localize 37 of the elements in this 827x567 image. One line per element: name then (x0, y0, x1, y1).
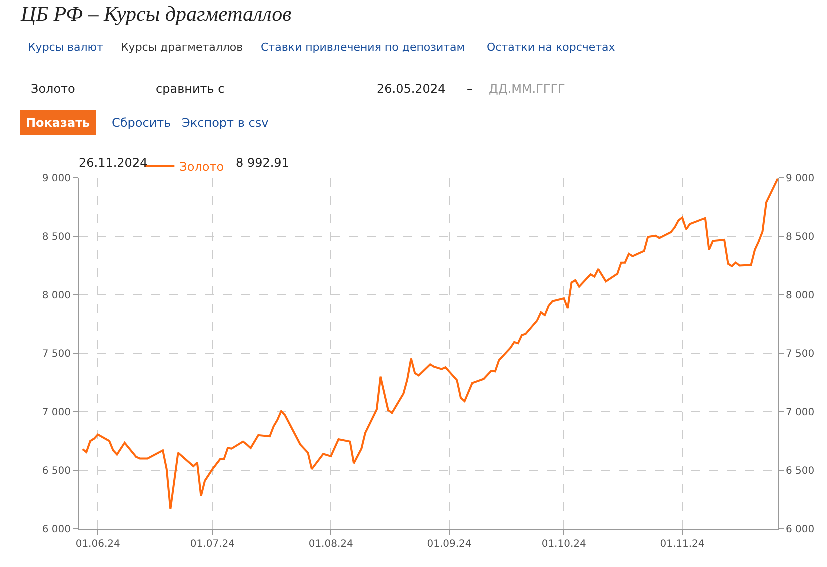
text: ДД.ММ.ГГГГ (489, 82, 566, 96)
y-tick-label: 9 000 (42, 174, 71, 184)
text: Показать (26, 116, 91, 130)
text: 8 992.91 (236, 156, 290, 170)
text: Золото (31, 82, 76, 96)
line-series (82, 178, 778, 510)
x-tick-label: 01.09.24 (427, 539, 472, 550)
y2-tick-label: 9 000 (786, 174, 815, 184)
y-tick-label: 6 500 (42, 466, 71, 477)
text: Экспорт в csv (182, 116, 269, 130)
text: Остатки на корсчетах (487, 41, 616, 54)
y-tick-label: 8 500 (42, 232, 71, 243)
y-tick-label: 7 500 (42, 349, 71, 360)
y2-tick-label: 6 500 (786, 466, 815, 477)
text: Курсы драгметаллов (121, 41, 244, 54)
legend-label: Золото (180, 160, 224, 174)
y2-tick-label: 7 000 (786, 408, 815, 418)
x-tick-label: 01.10.24 (542, 539, 586, 550)
x-tick-label: 01.06.24 (76, 539, 120, 550)
x-tick-label: 01.08.24 (308, 539, 354, 550)
y-tick-label: 6 000 (42, 524, 71, 536)
text: – (467, 82, 473, 96)
y2-tick-label: 6 000 (786, 524, 815, 536)
x-tick-label: 01.11.24 (660, 539, 705, 550)
y2-tick-label: 7 500 (786, 349, 815, 360)
text: Сбросить (112, 116, 172, 130)
chart-title: ЦБ РФ – Курсы драгметаллов (20, 2, 292, 26)
text: 26.11.2024 (79, 156, 148, 170)
y-tick-label: 7 000 (42, 408, 71, 418)
text: сравнить с (156, 82, 225, 96)
text: 26.05.2024 (377, 82, 446, 96)
text: Курсы валют (28, 41, 104, 54)
text: Ставки привлечения по депозитам (261, 41, 466, 54)
y-tick-label: 8 000 (42, 290, 71, 302)
y2-tick-label: 8 000 (786, 290, 815, 302)
y2-tick-label: 8 500 (786, 232, 815, 243)
x-tick-label: 01.07.24 (190, 539, 235, 550)
